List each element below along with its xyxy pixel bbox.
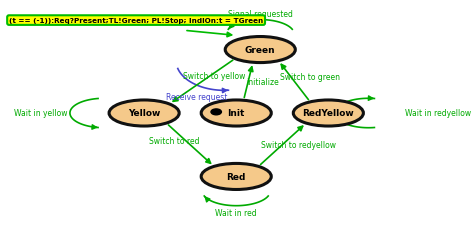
Text: Switch to green: Switch to green	[280, 73, 340, 82]
Ellipse shape	[201, 101, 271, 126]
Text: Red: Red	[227, 172, 246, 181]
Text: RedYellow: RedYellow	[302, 109, 354, 118]
Text: Switch to red: Switch to red	[149, 136, 200, 145]
Ellipse shape	[109, 101, 179, 126]
Ellipse shape	[293, 101, 364, 126]
Text: Wait in yellow: Wait in yellow	[14, 109, 68, 118]
Ellipse shape	[225, 37, 295, 63]
Text: Green: Green	[245, 46, 275, 55]
Text: Signal requested: Signal requested	[228, 10, 293, 19]
Text: initialize: initialize	[246, 77, 279, 86]
Circle shape	[211, 109, 221, 115]
Text: Switch to redyellow: Switch to redyellow	[261, 141, 336, 150]
Ellipse shape	[201, 164, 271, 190]
Text: Wait in red: Wait in red	[215, 208, 257, 217]
Text: (t == (-1)):Req?Present;TL!Green; PL!Stop; IndlOn:t = TGreen: (t == (-1)):Req?Present;TL!Green; PL!Sto…	[9, 18, 263, 24]
Text: Yellow: Yellow	[128, 109, 160, 118]
Text: Switch to yellow: Switch to yellow	[183, 72, 246, 81]
Text: Receive request: Receive request	[166, 92, 228, 101]
Text: Wait in redyellow: Wait in redyellow	[404, 109, 471, 118]
Text: Init: Init	[228, 109, 245, 118]
